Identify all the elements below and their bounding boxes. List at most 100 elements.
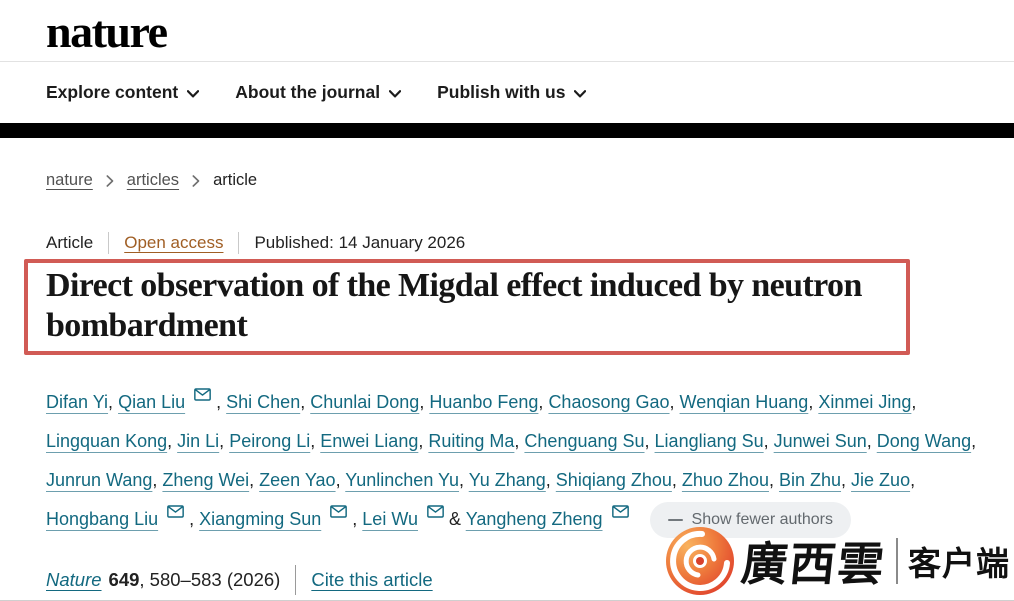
author-link[interactable]: Qian Liu: [118, 392, 186, 412]
watermark-swirl-logo: [666, 527, 734, 595]
article-title: Direct observation of the Migdal effect …: [46, 267, 862, 344]
author-link[interactable]: Junrun Wang: [46, 470, 153, 490]
article-meta-row: Article Open access Published: 14 Januar…: [46, 232, 974, 254]
author-separator: ,: [167, 431, 178, 451]
email-icon[interactable]: [611, 505, 629, 518]
author-link[interactable]: Jie Zuo: [851, 470, 911, 490]
author-separator: ,: [841, 470, 852, 490]
breadcrumb: nature articles article: [46, 171, 974, 190]
nature-logo[interactable]: nature: [46, 6, 168, 57]
nav-item-publish-with-us[interactable]: Publish with us: [437, 82, 587, 103]
author-separator: &: [449, 509, 466, 529]
nav-item-about-the-journal[interactable]: About the journal: [235, 82, 402, 103]
citation-divider: [295, 565, 297, 595]
chevron-down-icon: [574, 90, 587, 98]
author-link[interactable]: Xinmei Jing: [818, 392, 912, 412]
meta-divider: [238, 232, 240, 254]
author-separator: ,: [189, 509, 200, 529]
author-list: Difan Yi, Qian Liu , Shi Chen, Chunlai D…: [46, 383, 982, 539]
email-icon[interactable]: [427, 505, 444, 518]
nav-item-label: About the journal: [235, 82, 381, 102]
author-link[interactable]: Chenguang Su: [524, 431, 645, 451]
author-separator: ,: [910, 470, 916, 490]
published-date: Published: 14 January 2026: [254, 233, 466, 252]
author-link[interactable]: Peirong Li: [229, 431, 311, 451]
author-link[interactable]: Chaosong Gao: [548, 392, 670, 412]
chevron-right-icon: [106, 175, 114, 187]
author-link[interactable]: Enwei Liang: [320, 431, 419, 451]
title-highlight-box: Direct observation of the Migdal effect …: [24, 259, 910, 355]
author-link[interactable]: Bin Zhu: [778, 470, 842, 490]
author-link[interactable]: Xiangming Sun: [199, 509, 322, 529]
breadcrumb-item-nature[interactable]: nature: [46, 171, 93, 189]
cite-this-article-link[interactable]: Cite this article: [311, 569, 433, 590]
author-separator: ,: [249, 470, 260, 490]
author-separator: ,: [300, 392, 311, 412]
citation-volume: 649: [108, 569, 140, 590]
author-separator: ,: [545, 470, 556, 490]
watermark-brand-text: 廣西雲: [738, 537, 889, 591]
author-link[interactable]: Shiqiang Zhou: [555, 470, 672, 490]
breadcrumb-item-articles[interactable]: articles: [126, 171, 180, 189]
author-link[interactable]: Dong Wang: [876, 431, 972, 451]
article-type-label: Article: [46, 233, 94, 252]
author-separator: ,: [669, 392, 680, 412]
email-icon[interactable]: [167, 505, 184, 518]
author-link[interactable]: Lei Wu: [362, 509, 418, 529]
author-link[interactable]: Difan Yi: [46, 392, 109, 412]
author-link[interactable]: Hongbang Liu: [46, 509, 159, 529]
author-separator: ,: [352, 509, 363, 529]
author-separator: ,: [514, 431, 525, 451]
author-separator: ,: [866, 431, 877, 451]
author-link[interactable]: Lingquan Kong: [46, 431, 168, 451]
author-link[interactable]: Wenqian Huang: [679, 392, 809, 412]
show-fewer-label: Show fewer authors: [691, 511, 833, 529]
citation-pages: , 580–583 (2026): [139, 569, 281, 590]
author-link[interactable]: Zeen Yao: [259, 470, 336, 490]
author-link[interactable]: Jin Li: [177, 431, 220, 451]
author-separator: ,: [459, 470, 469, 490]
author-link[interactable]: Liangliang Su: [654, 431, 764, 451]
author-separator: ,: [644, 431, 655, 451]
author-link[interactable]: Huanbo Feng: [429, 392, 539, 412]
author-separator: ,: [971, 431, 977, 451]
nav-item-explore-content[interactable]: Explore content: [46, 82, 200, 103]
author-separator: ,: [808, 392, 819, 412]
author-separator: ,: [671, 470, 682, 490]
author-separator: ,: [763, 431, 774, 451]
author-separator: ,: [768, 470, 779, 490]
author-separator: ,: [911, 392, 917, 412]
author-link[interactable]: Zhuo Zhou: [681, 470, 769, 490]
chevron-down-icon: [389, 90, 402, 98]
author-link[interactable]: Yu Zhang: [468, 470, 546, 490]
email-icon[interactable]: [194, 388, 211, 401]
open-access-link[interactable]: Open access: [124, 233, 224, 252]
author-link[interactable]: Zheng Wei: [162, 470, 250, 490]
chevron-down-icon: [187, 90, 200, 98]
author-separator: ,: [419, 392, 430, 412]
author-link[interactable]: Yunlinchen Yu: [345, 470, 460, 490]
author-link[interactable]: Ruiting Ma: [428, 431, 515, 451]
author-separator: ,: [219, 431, 230, 451]
header-black-bar: [0, 123, 1014, 138]
author-link[interactable]: Yangheng Zheng: [465, 509, 603, 529]
author-separator: ,: [418, 431, 429, 451]
site-header: nature: [0, 0, 1014, 62]
nav-item-label: Publish with us: [437, 82, 566, 102]
author-separator: ,: [335, 470, 346, 490]
author-link[interactable]: Chunlai Dong: [310, 392, 420, 412]
author-separator: ,: [216, 392, 227, 412]
author-separator: ,: [108, 392, 119, 412]
author-separator: ,: [538, 392, 549, 412]
watermark: 廣西雲 客户端: [664, 525, 1010, 597]
author-link[interactable]: Shi Chen: [226, 392, 301, 412]
journal-link[interactable]: Nature: [46, 569, 102, 590]
nav-item-label: Explore content: [46, 82, 179, 102]
content: nature articles article Article Open acc…: [0, 171, 1014, 595]
breadcrumb-item-article: article: [213, 171, 258, 189]
author-separator: ,: [310, 431, 321, 451]
author-link[interactable]: Junwei Sun: [773, 431, 867, 451]
author-separator: ,: [152, 470, 163, 490]
email-icon[interactable]: [330, 505, 348, 518]
author-links-container: Difan Yi, Qian Liu , Shi Chen, Chunlai D…: [46, 388, 977, 529]
